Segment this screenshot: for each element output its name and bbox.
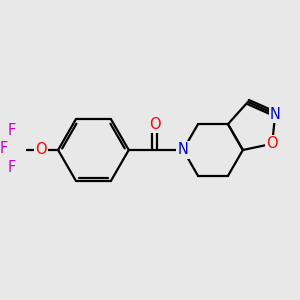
Text: O: O xyxy=(149,117,161,132)
Text: O: O xyxy=(35,142,47,158)
Text: O: O xyxy=(266,136,278,151)
Text: F: F xyxy=(8,160,16,175)
Text: F: F xyxy=(0,141,8,156)
Text: F: F xyxy=(8,124,16,139)
Text: N: N xyxy=(270,106,281,122)
Text: N: N xyxy=(178,142,188,158)
Text: N: N xyxy=(178,142,188,158)
